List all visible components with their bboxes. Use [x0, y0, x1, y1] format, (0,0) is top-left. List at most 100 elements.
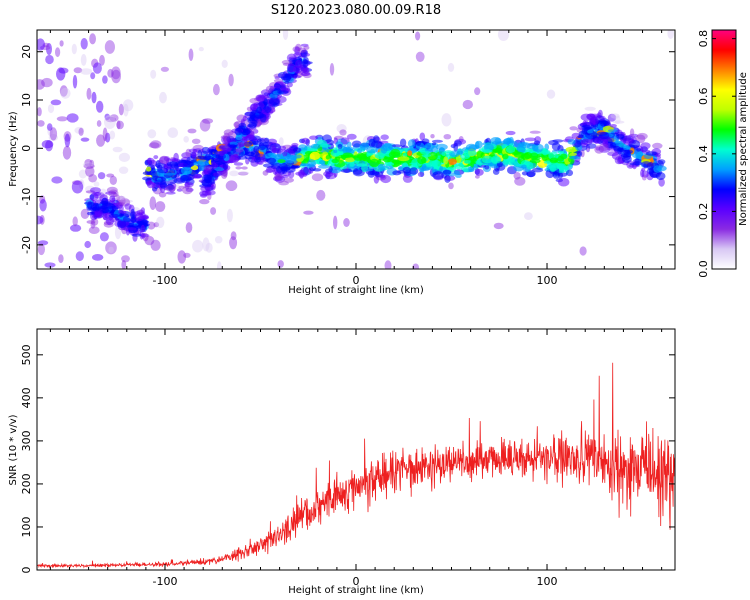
- spectral-blob: [159, 91, 167, 104]
- spectral-blob: [230, 231, 237, 241]
- spectral-blob: [599, 132, 610, 140]
- spectral-blob: [346, 141, 352, 148]
- spectral-blob: [524, 212, 533, 221]
- spectral-blob: [183, 136, 189, 143]
- spectral-blob: [291, 164, 300, 169]
- spectral-blob: [102, 127, 108, 142]
- spectral-blob: [259, 113, 267, 123]
- x-tick-label: 0: [353, 575, 360, 588]
- spectral-blob: [356, 163, 368, 167]
- spectral-blob: [271, 148, 284, 153]
- spectral-blob: [294, 154, 302, 159]
- spectrogram-ylabel: Frequency (Hz): [8, 111, 19, 187]
- spectral-blob: [388, 156, 394, 161]
- y-tick-label: 300: [20, 430, 33, 451]
- spectral-blob: [212, 172, 223, 177]
- spectral-blob: [339, 129, 347, 136]
- spectral-blob: [191, 151, 197, 160]
- spectral-blob: [183, 252, 191, 258]
- colorbar-tick-label: 0.4: [697, 145, 710, 163]
- spectral-blob: [364, 168, 374, 172]
- spectral-blob: [390, 148, 401, 157]
- spectral-blob: [107, 205, 114, 209]
- spectral-blob: [89, 159, 95, 168]
- spectral-blob: [505, 145, 516, 154]
- spectral-blob: [150, 140, 162, 149]
- spectral-blob: [222, 161, 229, 170]
- spectral-blob: [131, 233, 142, 237]
- spectral-blob: [41, 77, 53, 88]
- spectral-blob: [217, 261, 222, 269]
- spectral-blob: [519, 142, 531, 149]
- spectral-blob: [381, 142, 393, 152]
- y-tick-label: 10: [20, 93, 33, 107]
- spectral-blob: [560, 153, 568, 160]
- spectral-blob: [594, 137, 600, 145]
- spectral-blob: [383, 162, 395, 167]
- spectral-blob: [641, 161, 652, 168]
- spectral-blob: [155, 160, 161, 169]
- spectral-blob: [51, 176, 63, 184]
- spectral-blob: [667, 30, 674, 39]
- colorbar-tick-label: 0.0: [697, 260, 710, 278]
- spectral-blob: [291, 142, 299, 147]
- spectral-blob: [300, 43, 309, 47]
- spectral-blob: [37, 240, 49, 246]
- spectral-blob: [121, 260, 127, 269]
- spectral-blob: [342, 152, 353, 158]
- spectral-blob: [432, 171, 444, 180]
- spectral-blob: [626, 146, 632, 150]
- spectral-blob: [159, 156, 170, 165]
- spectral-blob: [74, 126, 85, 134]
- spectral-blob: [266, 157, 277, 164]
- spectral-blob: [645, 151, 657, 156]
- spectral-blob: [150, 239, 161, 251]
- spectral-blob: [62, 145, 72, 160]
- spectral-blob: [260, 89, 271, 96]
- spectral-blob: [139, 230, 144, 240]
- spectral-blob: [188, 148, 198, 153]
- spectral-blob: [380, 174, 392, 184]
- spectral-blob: [268, 152, 275, 157]
- spectral-blob: [78, 169, 87, 179]
- spectral-blob: [96, 100, 104, 113]
- spectral-blob: [340, 168, 353, 173]
- spectral-blob: [248, 121, 257, 129]
- spectral-blob: [447, 62, 455, 72]
- spectral-blob: [492, 168, 500, 175]
- spectral-blob: [119, 213, 123, 218]
- spectral-blob: [529, 130, 541, 134]
- spectral-blob: [84, 159, 93, 167]
- spectrogram-intensity: [37, 30, 674, 269]
- spectral-blob: [80, 68, 93, 75]
- spectral-blob: [110, 191, 116, 195]
- spectral-blob: [420, 150, 431, 155]
- spectral-blob: [124, 203, 132, 210]
- spectral-blob: [177, 250, 187, 264]
- spectral-blob: [629, 162, 641, 166]
- spectral-blob: [116, 220, 127, 229]
- spectral-blob: [330, 149, 341, 157]
- spectral-blob: [141, 232, 146, 239]
- spectral-blob: [101, 197, 109, 207]
- spectral-blob: [580, 113, 592, 122]
- spectral-blob: [636, 132, 648, 140]
- spectral-blob: [377, 163, 386, 171]
- spectral-blob: [37, 120, 45, 127]
- spectral-blob: [475, 160, 482, 165]
- spectral-blob: [104, 40, 115, 54]
- snr-series-line: [37, 362, 675, 569]
- spectral-blob: [273, 79, 284, 83]
- spectral-blob: [523, 152, 533, 159]
- spectral-blob: [521, 171, 529, 176]
- x-tick-label: -100: [152, 575, 177, 588]
- spectral-blob: [278, 137, 284, 146]
- spectral-blob: [45, 54, 54, 65]
- y-tick-label: -10: [20, 188, 33, 206]
- spectral-blob: [66, 113, 79, 123]
- spectral-blob: [173, 152, 179, 162]
- spectral-blob: [48, 134, 58, 141]
- spectral-blob: [144, 235, 155, 246]
